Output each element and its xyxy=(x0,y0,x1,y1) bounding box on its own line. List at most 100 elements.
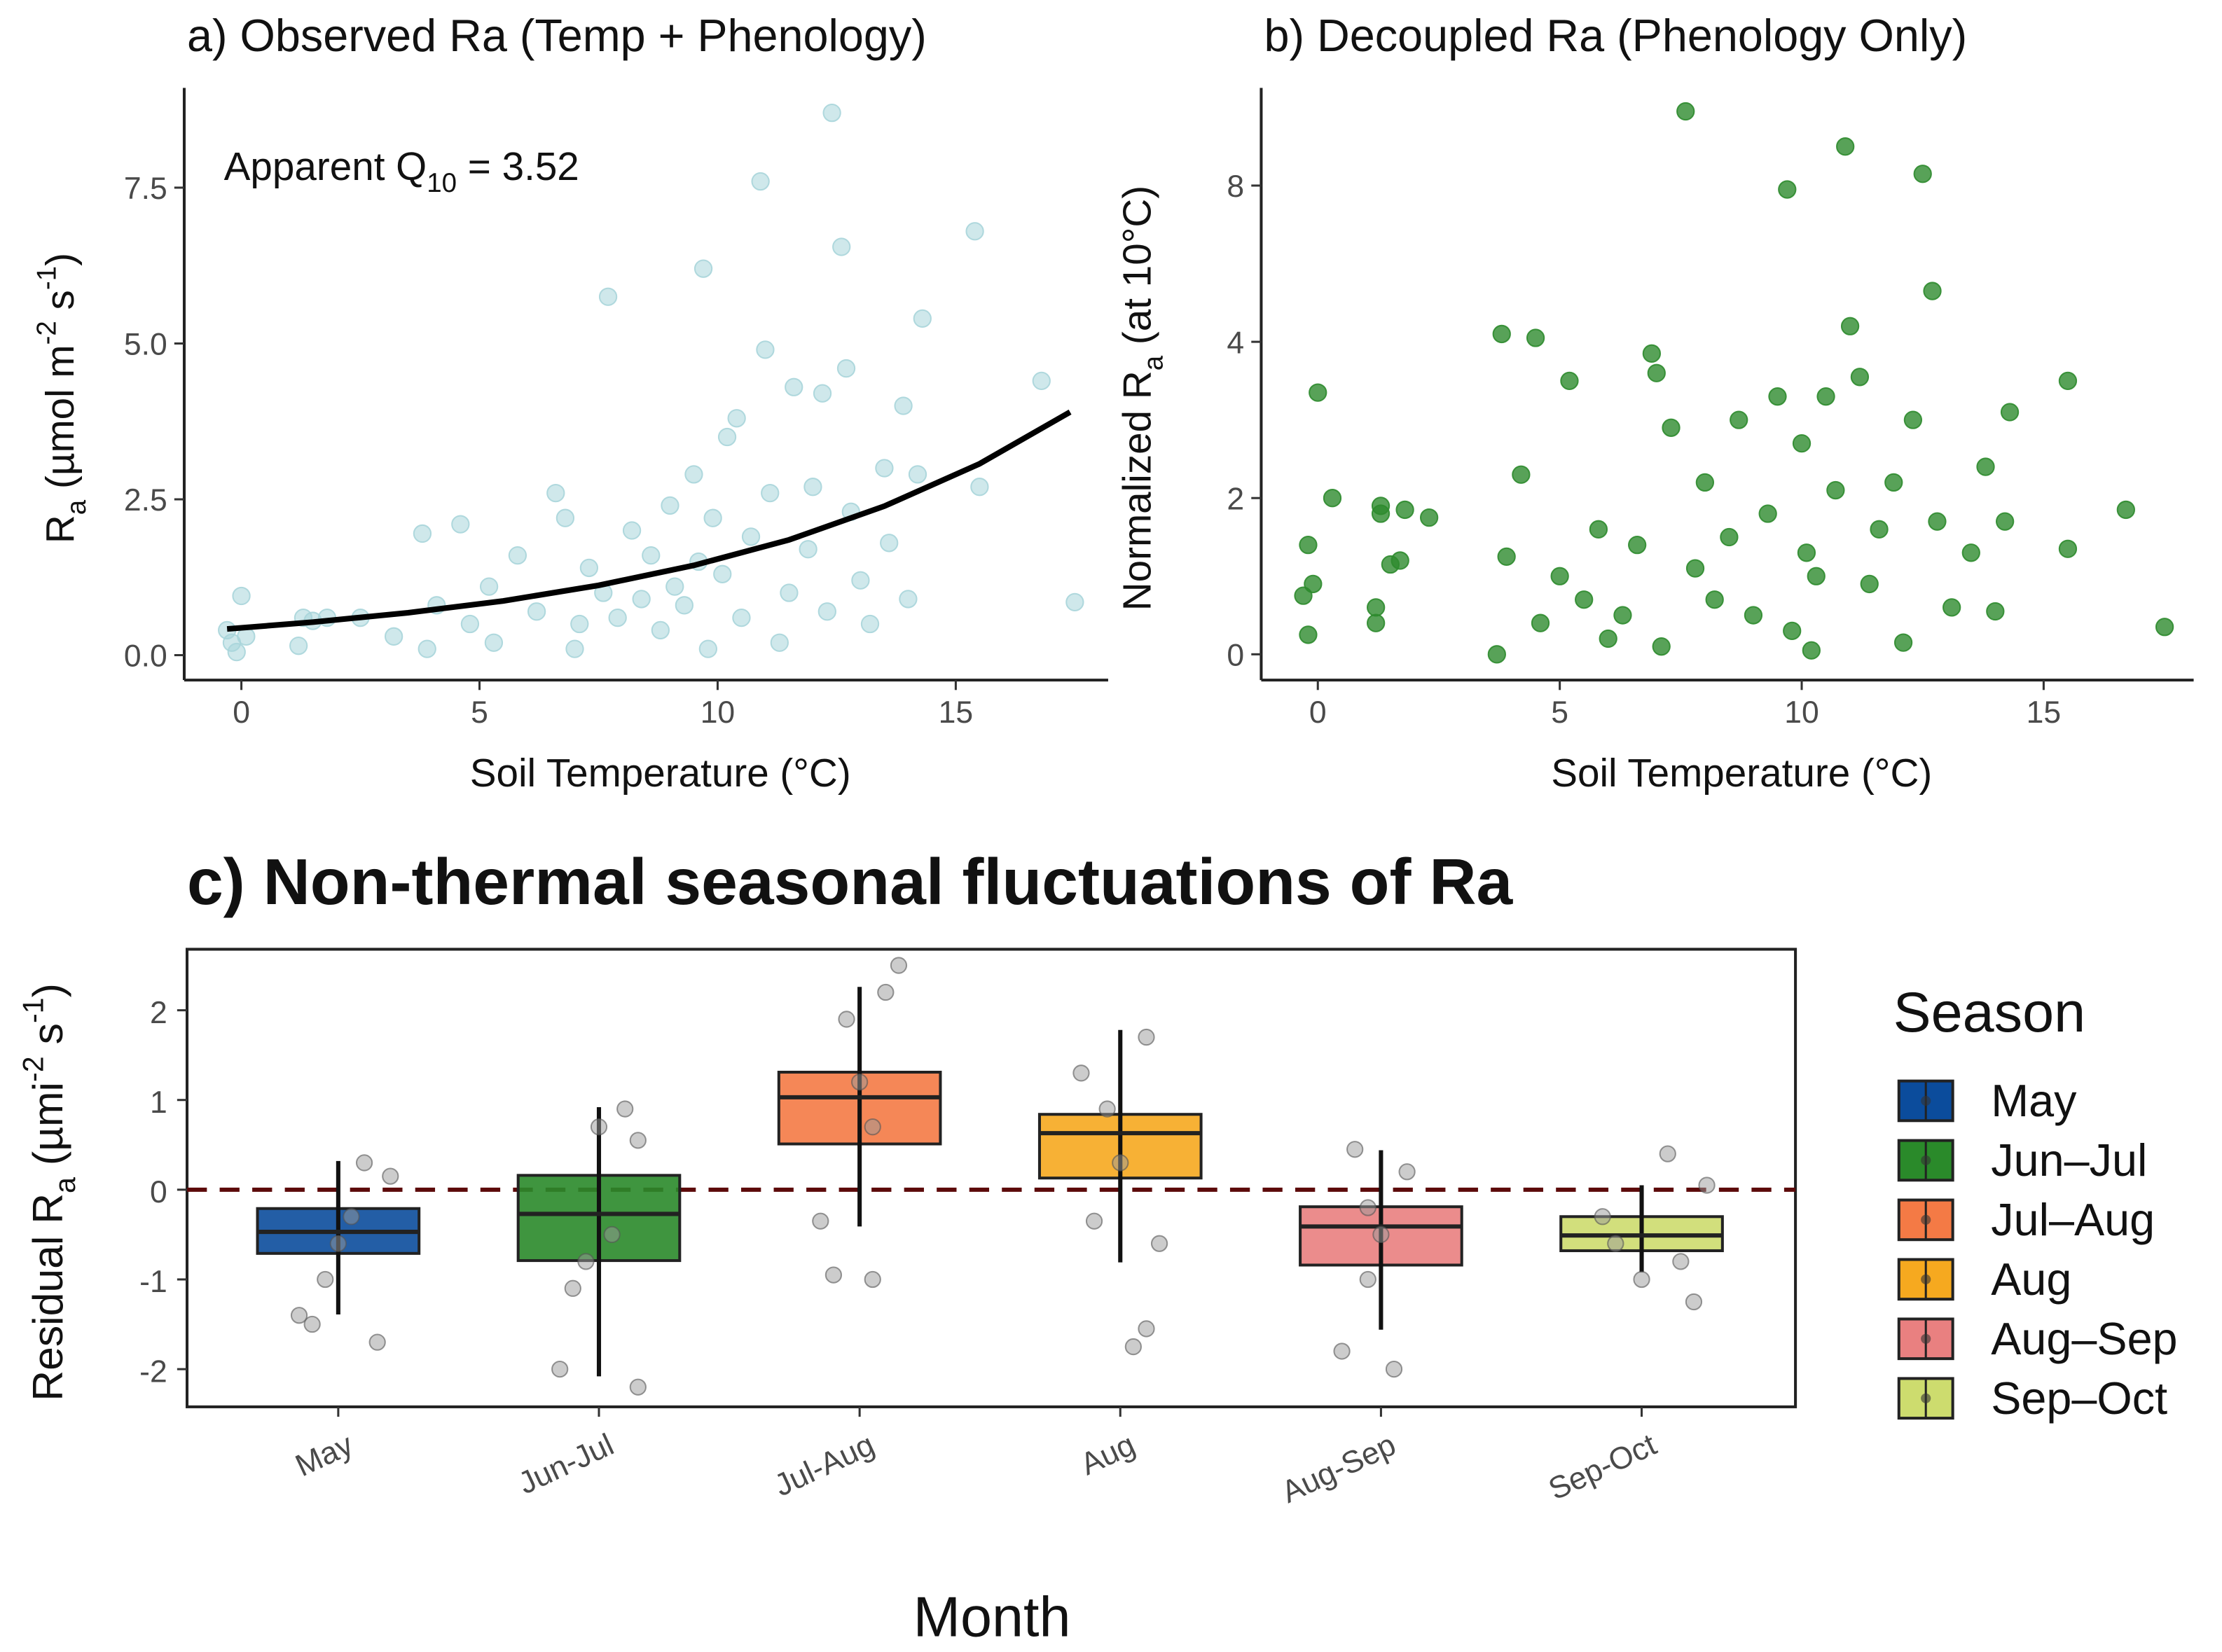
y-axis-label: Residual Ra (µmi-2 s-1) xyxy=(18,983,82,1401)
point xyxy=(1778,180,1797,199)
jitter-point xyxy=(1698,1176,1716,1194)
point xyxy=(1768,387,1787,406)
jitter-point xyxy=(1333,1342,1351,1360)
jitter-point xyxy=(629,1132,647,1149)
y-tick-label: -1 xyxy=(139,1265,167,1299)
point xyxy=(1366,613,1386,632)
point xyxy=(1758,504,1777,523)
x-tick-label: Aug xyxy=(1075,1427,1140,1482)
point xyxy=(1391,551,1409,570)
point xyxy=(622,521,642,540)
point xyxy=(1807,567,1826,585)
point xyxy=(732,608,751,627)
point xyxy=(1642,344,1662,363)
label-part: R xyxy=(39,515,83,543)
point xyxy=(684,465,703,484)
point xyxy=(232,586,251,606)
jitter-point xyxy=(603,1226,621,1244)
point xyxy=(632,590,651,609)
point xyxy=(1730,410,1748,429)
point xyxy=(1647,363,1666,382)
label-part: s xyxy=(24,1023,71,1056)
legend-key-dot xyxy=(1921,1214,1931,1225)
point xyxy=(1928,512,1947,531)
legend-label: Aug–Sep xyxy=(1991,1313,2177,1364)
jitter-point xyxy=(838,1011,855,1028)
point xyxy=(965,222,984,241)
label-part: (at 10°C) xyxy=(1116,186,1160,356)
point xyxy=(665,577,684,596)
y-tick-label: 1 xyxy=(150,1085,167,1120)
plot-border xyxy=(186,948,1797,1408)
jitter-point xyxy=(1346,1141,1364,1158)
label-part: (µmi xyxy=(24,1082,71,1177)
label-part: ) xyxy=(24,983,71,997)
jitter-point xyxy=(1112,1154,1129,1172)
point xyxy=(556,508,575,527)
point xyxy=(894,396,913,415)
point xyxy=(608,608,627,627)
jitter-point xyxy=(590,1118,608,1136)
panel-title: b) Decoupled Ra (Phenology Only) xyxy=(1264,10,1967,61)
point xyxy=(1550,567,1569,585)
point xyxy=(1487,645,1506,664)
jitter-point xyxy=(1085,1212,1103,1230)
legend-label: Jul–Aug xyxy=(1991,1194,2155,1245)
point xyxy=(713,564,732,583)
label-part: a xyxy=(1139,355,1169,370)
x-tick-label: Jul-Aug xyxy=(769,1427,879,1503)
point xyxy=(1492,324,1511,344)
jitter-point xyxy=(1124,1338,1143,1356)
point xyxy=(1995,512,2015,531)
jitter-point xyxy=(329,1235,347,1252)
point xyxy=(1840,317,1860,335)
x-tick-label: 5 xyxy=(471,695,488,730)
point xyxy=(799,540,817,559)
legend-label: May xyxy=(1991,1075,2077,1126)
point xyxy=(1575,590,1594,609)
point xyxy=(1628,535,1647,555)
point xyxy=(1816,387,1835,406)
label-part: 10 xyxy=(427,168,457,198)
y-tick-label: 5.0 xyxy=(124,328,167,362)
jitter-point xyxy=(1372,1226,1390,1244)
point xyxy=(1797,543,1816,562)
jitter-point xyxy=(1385,1360,1403,1378)
point xyxy=(1676,102,1695,121)
point xyxy=(1860,574,1879,594)
y-axis-label: Ra (µmol m-2 s-1) xyxy=(32,253,92,543)
point xyxy=(1744,606,1763,625)
panel-title: a) Observed Ra (Temp + Phenology) xyxy=(187,10,927,61)
point xyxy=(527,602,546,621)
label-part: -1 xyxy=(18,997,50,1023)
point xyxy=(1599,629,1617,648)
jitter-point xyxy=(1633,1270,1650,1289)
point xyxy=(1366,598,1386,617)
point xyxy=(1884,473,1903,492)
legend-key-dot xyxy=(1921,1155,1931,1165)
label-part: a xyxy=(49,1177,81,1193)
x-tick-label: Jun-Jul xyxy=(513,1427,619,1501)
point xyxy=(2058,371,2078,391)
point xyxy=(756,340,775,359)
point xyxy=(1065,592,1084,612)
jitter-point xyxy=(1150,1235,1168,1252)
label-part: a xyxy=(62,499,92,515)
jitter-point xyxy=(355,1154,373,1172)
y-tick-label: 0.0 xyxy=(124,639,167,674)
y-tick-label: -2 xyxy=(139,1354,167,1389)
jitter-point xyxy=(317,1270,334,1289)
x-tick-label: Sep-Oct xyxy=(1543,1427,1662,1507)
legend-key-dot xyxy=(1921,1095,1931,1106)
point xyxy=(1695,473,1715,492)
label-part: = 3.52 xyxy=(457,145,579,189)
y-tick-label: 0 xyxy=(150,1175,167,1209)
label-part: -2 xyxy=(18,1056,50,1082)
y-tick-label: 7.5 xyxy=(124,172,167,206)
point xyxy=(717,427,737,447)
point xyxy=(1961,543,1980,562)
point xyxy=(1299,625,1318,644)
point xyxy=(484,633,504,652)
point xyxy=(1783,621,1802,641)
